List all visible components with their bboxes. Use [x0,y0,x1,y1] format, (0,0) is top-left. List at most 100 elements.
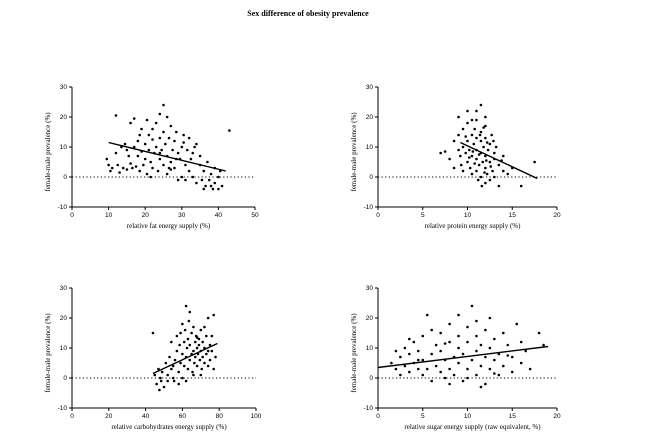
data-point [479,175,483,179]
data-point [519,361,523,365]
data-point [483,171,486,174]
data-point [448,367,451,371]
data-point [484,181,487,185]
data-point [457,346,460,350]
data-point [390,361,393,365]
data-point [205,334,208,338]
data-point [208,343,212,347]
data-point [200,178,204,182]
data-point [173,166,176,170]
data-point [475,157,478,161]
data-point [416,349,420,353]
data-point [188,343,192,347]
data-point [158,112,162,116]
data-point [178,343,181,347]
regression-line [152,342,218,375]
data-point [155,382,158,386]
data-point [125,168,129,171]
data-point [488,346,492,350]
data-point [481,160,485,164]
data-point [434,364,438,368]
data-point [195,346,199,350]
data-point [162,385,166,389]
data-point [448,157,451,161]
data-point [182,364,186,368]
data-point [461,127,465,131]
data-point [205,352,208,356]
data-point [217,187,220,191]
data-point [109,169,112,173]
data-point [394,367,398,371]
data-point [510,355,514,359]
y-axis-label: female-male prevalence (%) [350,313,358,393]
regression-line [460,141,538,180]
data-point [430,379,434,383]
data-point [123,142,127,146]
data-point [149,175,152,179]
x-tick-label: 0 [376,413,380,420]
data-point [493,337,496,341]
data-point [138,133,142,137]
data-point [533,160,536,164]
data-point [408,337,411,341]
data-point [542,343,545,347]
data-point [198,358,202,362]
regression-line [377,345,549,369]
y-axis-label: female-male prevalence (%) [350,112,358,192]
data-point [475,109,478,113]
x-tick-label: 100 [251,413,262,420]
data-point [461,145,465,149]
data-point [475,169,478,173]
data-point [136,154,140,158]
data-point [220,184,224,188]
data-point [416,367,420,371]
data-point [466,139,469,143]
data-point [439,331,442,335]
y-tick-label: 20 [366,114,374,121]
data-point [211,187,215,191]
data-point [466,376,469,380]
x-tick-label: 50 [251,212,259,219]
x-tick-label: 20 [553,413,561,420]
data-point [182,133,185,137]
x-tick-label: 15 [509,413,517,420]
x-axis-label: relative carbohydrates energy supply (%) [111,423,227,431]
data-point [459,154,462,158]
data-point [176,178,180,182]
data-point [169,168,173,171]
data-point [471,150,475,153]
data-point [193,355,197,359]
data-point [169,124,173,128]
data-point [479,139,483,143]
data-point [493,372,496,375]
data-point [494,145,498,149]
data-point [485,172,489,176]
data-point [464,151,468,155]
data-point [493,358,496,362]
y-axis-label: female-male prevalence (%) [44,313,52,393]
data-point [484,355,487,359]
data-point [528,367,532,371]
x-axis-label: relative sugar energy supply (raw equiva… [404,423,541,431]
data-point [490,133,493,137]
data-point [470,133,474,137]
data-point [519,340,523,344]
x-tick-label: 20 [553,212,561,219]
data-point [160,370,164,374]
data-point [452,373,456,377]
data-point [519,184,523,188]
data-point [470,154,474,158]
data-point [480,184,484,188]
data-point [457,313,460,317]
data-point [193,145,196,149]
y-tick-label: 10 [366,144,374,151]
data-point [448,340,451,344]
data-point [176,151,180,155]
y-tick-label: 20 [60,315,68,322]
data-point [475,319,478,323]
data-point [167,166,171,170]
data-point [493,175,496,179]
data-point [171,364,175,368]
y-tick-label: -10 [364,405,374,412]
